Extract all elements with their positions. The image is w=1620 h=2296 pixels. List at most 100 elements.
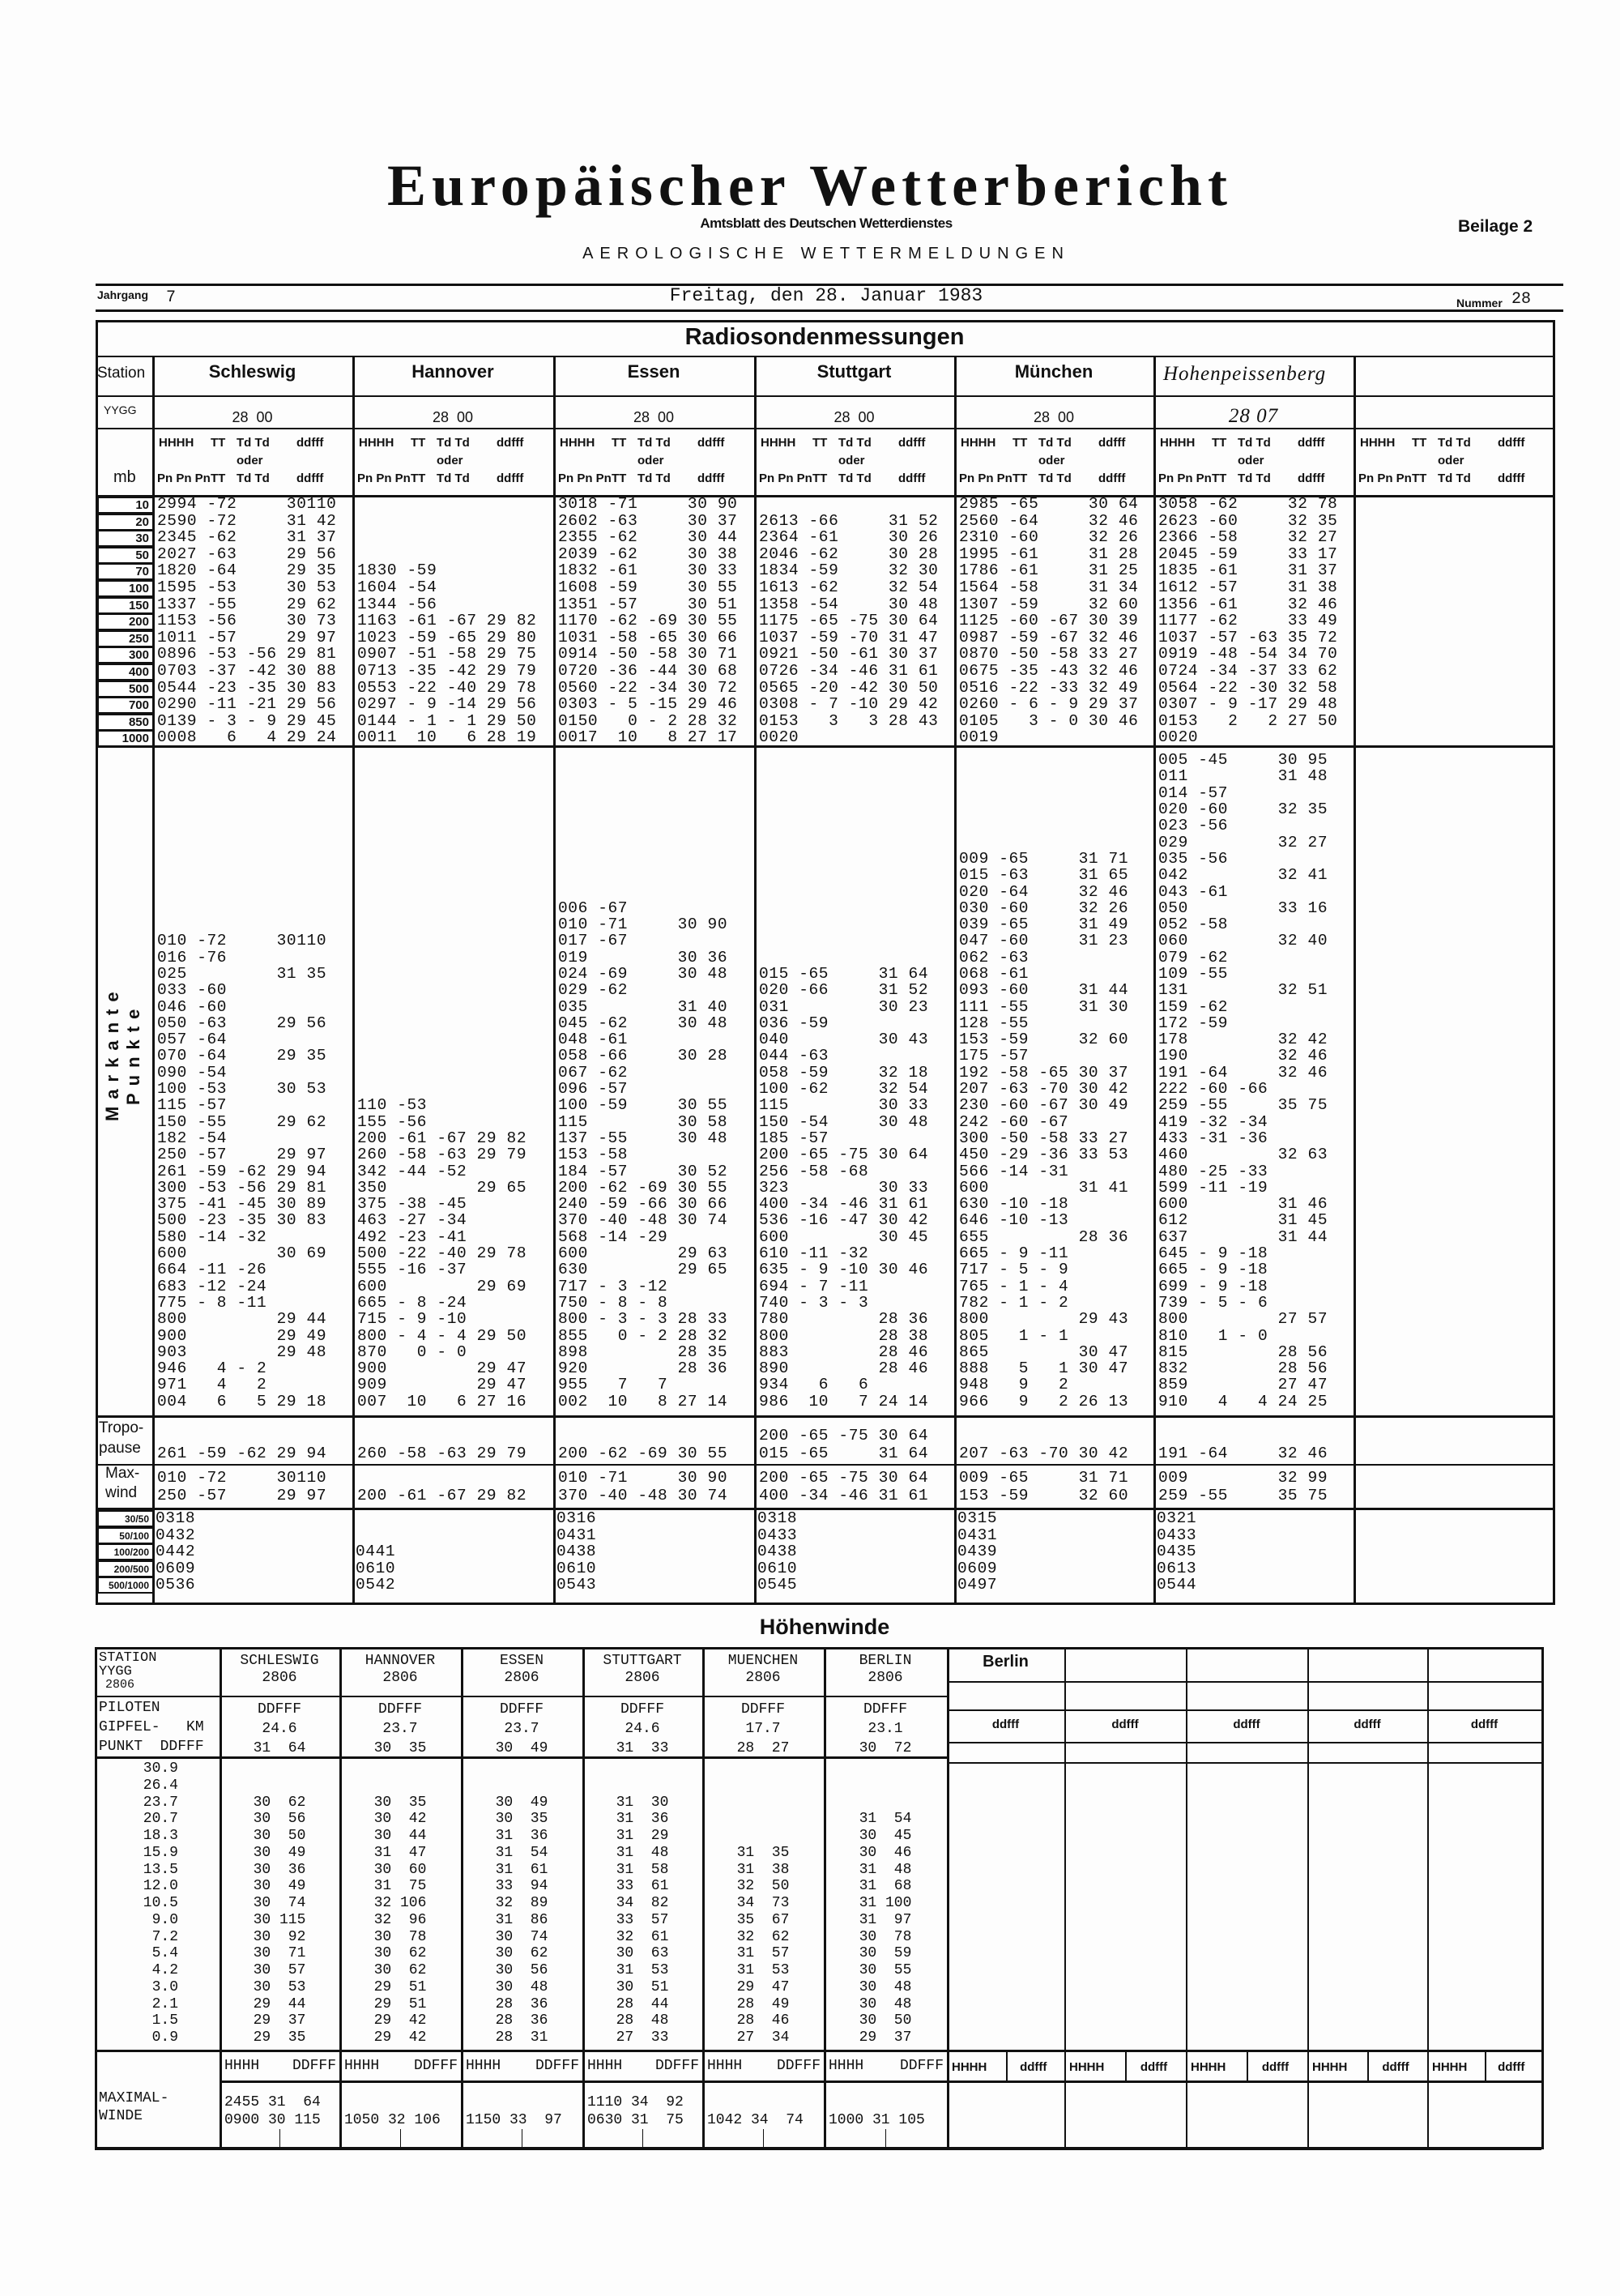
list-item: 370 -40 -48 30 74 [558, 1211, 728, 1230]
list-item: 025 31 35 [157, 964, 327, 983]
list-item: 635 - 9 -10 30 46 [759, 1261, 929, 1279]
wind-value: 30 49 [495, 1794, 548, 1811]
wind-value: 31 54 [495, 1844, 548, 1861]
table-row [357, 513, 552, 530]
list-item: 014 -57 [1158, 783, 1229, 802]
layer-value: 0439 [957, 1543, 998, 1560]
col-header-3: ddfff [697, 436, 725, 450]
table-row: 2039 -62 30 38 [558, 544, 738, 563]
list-item: 058 -59 32 18 [759, 1063, 929, 1082]
station-header-label: STATION [99, 1650, 157, 1666]
max-wind-value: 0900 30 115 [224, 2112, 321, 2128]
col-header-0: HHHH [761, 436, 796, 450]
list-item: 185 -57 [759, 1129, 829, 1147]
table-row: 1834 -59 32 30 [759, 561, 939, 580]
list-item: 240 -59 -66 30 66 [558, 1195, 728, 1214]
table-row: 1830 -59 [357, 561, 437, 580]
list-item: 715 - 9 -10 [357, 1310, 467, 1329]
list-item: 050 33 16 [1158, 898, 1328, 917]
height-km-label: 10.5 [143, 1895, 178, 1911]
rule-line [947, 1709, 1541, 1711]
list-item: 115 30 33 [759, 1096, 929, 1115]
wind-value: 30 35 [495, 1811, 548, 1828]
wind-value: 31 61 [495, 1861, 548, 1878]
rule-line [96, 309, 1563, 312]
tropopause-value: 015 -65 31 64 [759, 1445, 929, 1462]
level-label: 100 [97, 580, 152, 597]
wind-value: 29 37 [253, 2012, 306, 2029]
rule-line [152, 356, 155, 1603]
list-item: 222 -60 -66 [1158, 1080, 1268, 1099]
station-name: Schleswig [208, 361, 296, 382]
wind-value: 30 42 [373, 1811, 427, 1828]
rule-line [1553, 320, 1555, 1605]
list-item: 250 -57 29 97 [157, 1146, 327, 1164]
col-header-oder: oder [637, 454, 664, 467]
rule-line [96, 1415, 1555, 1418]
list-item: 079 -62 [1158, 948, 1229, 967]
table-row: 0020 [1158, 728, 1199, 747]
rule-line [1307, 1647, 1309, 2149]
list-item: 859 27 47 [1158, 1376, 1328, 1394]
wind-value: 30 46 [859, 1844, 912, 1861]
list-item: 200 -65 -75 30 64 [759, 1146, 929, 1164]
col-header-alt-1: TT [1412, 472, 1427, 485]
rule-line [947, 1762, 1541, 1764]
list-item: 739 - 5 - 6 [1158, 1293, 1268, 1312]
list-item: 058 -66 30 28 [558, 1047, 728, 1065]
list-item: 005 -45 30 95 [1158, 751, 1328, 770]
list-item: 184 -57 30 52 [558, 1162, 728, 1180]
issue-date: Freitag, den 28. Januar 1983 [669, 285, 983, 306]
list-item: 775 - 8 -11 [157, 1293, 267, 1312]
tropopause-cell: 207 -63 -70 30 42 [959, 1417, 1152, 1462]
table-row: 0560 -22 -34 30 72 [558, 678, 738, 697]
list-item: 029 -62 [558, 981, 629, 1000]
col-header-alt-0: Pn Pn Pn [959, 472, 1013, 485]
col-header-2: Td Td [437, 436, 470, 450]
list-item: 020 -66 31 52 [759, 981, 929, 1000]
maxwind-value: 370 -40 -48 30 74 [558, 1487, 728, 1504]
rule-line [702, 1647, 705, 2149]
list-item: 062 -63 [959, 948, 1030, 967]
wind-value: 30 71 [253, 1945, 306, 1962]
station-yygg: 2806 [382, 1670, 418, 1686]
wind-value: 31 86 [495, 1911, 548, 1928]
wind-value: 31 38 [736, 1861, 790, 1878]
rule-line [824, 1647, 826, 2149]
wind-value: 33 57 [616, 1911, 669, 1928]
list-item: 200 -62 -69 30 55 [558, 1178, 728, 1197]
max-wind-value: 1000 31 105 [829, 2112, 925, 2128]
maxwind-cell: 010 -72 30110 250 -57 29 97 [157, 1466, 351, 1507]
station-gipfel-km: 24.6 [625, 1721, 660, 1737]
list-item: 115 -57 [157, 1096, 228, 1115]
layer-thickness-column: 0441 0610 0542 [356, 1510, 550, 1594]
right-panel-hhhh: HHHH [1069, 2060, 1105, 2074]
col-header-3: ddfff [296, 436, 324, 450]
wind-value: 30 35 [373, 1794, 427, 1811]
rule-line [220, 2080, 1541, 2083]
list-item: 043 -61 [1158, 882, 1229, 901]
table-row: 3018 -71 30 90 [558, 495, 738, 513]
rule-line [461, 1647, 463, 2149]
list-item: 190 32 46 [1158, 1047, 1328, 1065]
layer-value: 0433 [757, 1526, 798, 1544]
wind-value: 30 63 [616, 1945, 669, 1962]
table-row: 2310 -60 32 26 [959, 528, 1139, 547]
list-item: 260 -58 -63 29 79 [357, 1146, 527, 1164]
table-row: 0564 -22 -30 32 58 [1158, 678, 1338, 697]
table-row: 0008 6 4 29 24 [157, 728, 337, 747]
right-panel-max-ddfff: ddfff [1020, 2060, 1047, 2074]
rule-line [754, 356, 757, 1603]
station-yygg: 28 00 [633, 409, 675, 425]
col-header-1: TT [211, 436, 226, 450]
wind-value: 30 48 [859, 1995, 912, 2012]
wind-value: 28 36 [495, 2012, 548, 2029]
tropopause-value: 261 -59 -62 29 94 [157, 1445, 327, 1462]
tropopause-cell: 191 -64 32 46 [1158, 1417, 1352, 1462]
level-label: 200 [97, 613, 152, 631]
list-item: 800 - 4 - 4 29 50 [357, 1326, 527, 1345]
list-item: 665 - 9 -18 [1158, 1261, 1268, 1279]
rule-line [96, 1603, 1555, 1605]
table-row: 3058 -62 32 78 [1158, 495, 1338, 513]
list-item: 111 -55 31 30 [959, 997, 1129, 1016]
